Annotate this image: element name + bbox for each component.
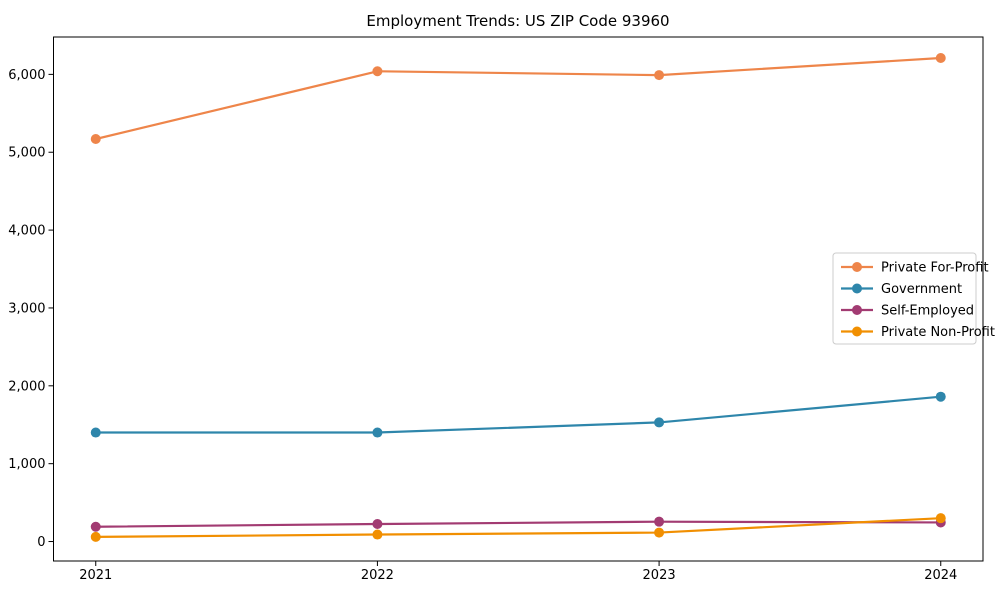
x-axis-tick-label: 2021 (79, 568, 112, 583)
y-axis-tick-label: 3,000 (8, 301, 45, 316)
x-axis-tick-label: 2024 (924, 568, 957, 583)
axes-layer: 0 1,000 2,000 3,000 4,000 5,000 6,000 2021 2022 2… (8, 36, 984, 583)
legend-frame (832, 252, 977, 345)
data-point-private-non-profit-2021 (90, 531, 101, 542)
data-point-self-employed-2022 (372, 519, 383, 530)
chart-title: Employment Trends: US ZIP Code 93960 (366, 12, 669, 30)
legend-label-private-non-profit: Private Non-Profit (881, 325, 995, 340)
data-point-self-employed-2023 (654, 516, 665, 527)
legend: Private For-Profit Government Self-Employe… (832, 252, 995, 345)
y-axis-tick-label: 5,000 (8, 146, 45, 161)
data-point-government-2021 (90, 427, 101, 438)
legend-marker-private-for-profit (852, 262, 862, 272)
y-axis-tick-label: 4,000 (8, 224, 45, 239)
legend-marker-self-employed (852, 305, 862, 315)
data-point-self-employed-2021 (90, 521, 101, 532)
legend-label-government: Government (881, 282, 962, 297)
series-line-private-for-profit (95, 56, 941, 141)
data-point-private-non-profit-2022 (372, 529, 383, 540)
series-line-government (95, 395, 941, 434)
plot-area (53, 36, 984, 562)
data-point-government-2022 (372, 427, 383, 438)
data-point-private-for-profit-2022 (372, 66, 383, 77)
data-point-government-2024 (935, 391, 946, 402)
x-axis-tick-label: 2023 (643, 568, 676, 583)
y-axis-tick-label: 1,000 (8, 457, 45, 472)
data-point-private-non-profit-2024 (935, 513, 946, 524)
data-point-private-non-profit-2023 (654, 527, 665, 538)
legend-label-self-employed: Self-Employed (881, 304, 974, 319)
legend-marker-government (852, 283, 862, 294)
y-axis-tick-label: 6,000 (8, 68, 45, 83)
legend-marker-private-non-profit (852, 326, 862, 337)
data-point-private-for-profit-2024 (935, 53, 946, 64)
series-line-private-non-profit (95, 517, 941, 538)
y-axis-tick-label: 0 (37, 535, 45, 550)
data-point-private-for-profit-2021 (90, 133, 101, 144)
series-layer (90, 53, 946, 542)
y-axis-tick-label: 2,000 (8, 379, 45, 394)
legend-label-private-for-profit: Private For-Profit (881, 261, 989, 276)
data-point-government-2023 (654, 417, 665, 428)
series-line-self-employed (95, 520, 941, 528)
x-axis-tick-label: 2022 (361, 568, 394, 583)
data-point-private-for-profit-2023 (654, 70, 665, 81)
